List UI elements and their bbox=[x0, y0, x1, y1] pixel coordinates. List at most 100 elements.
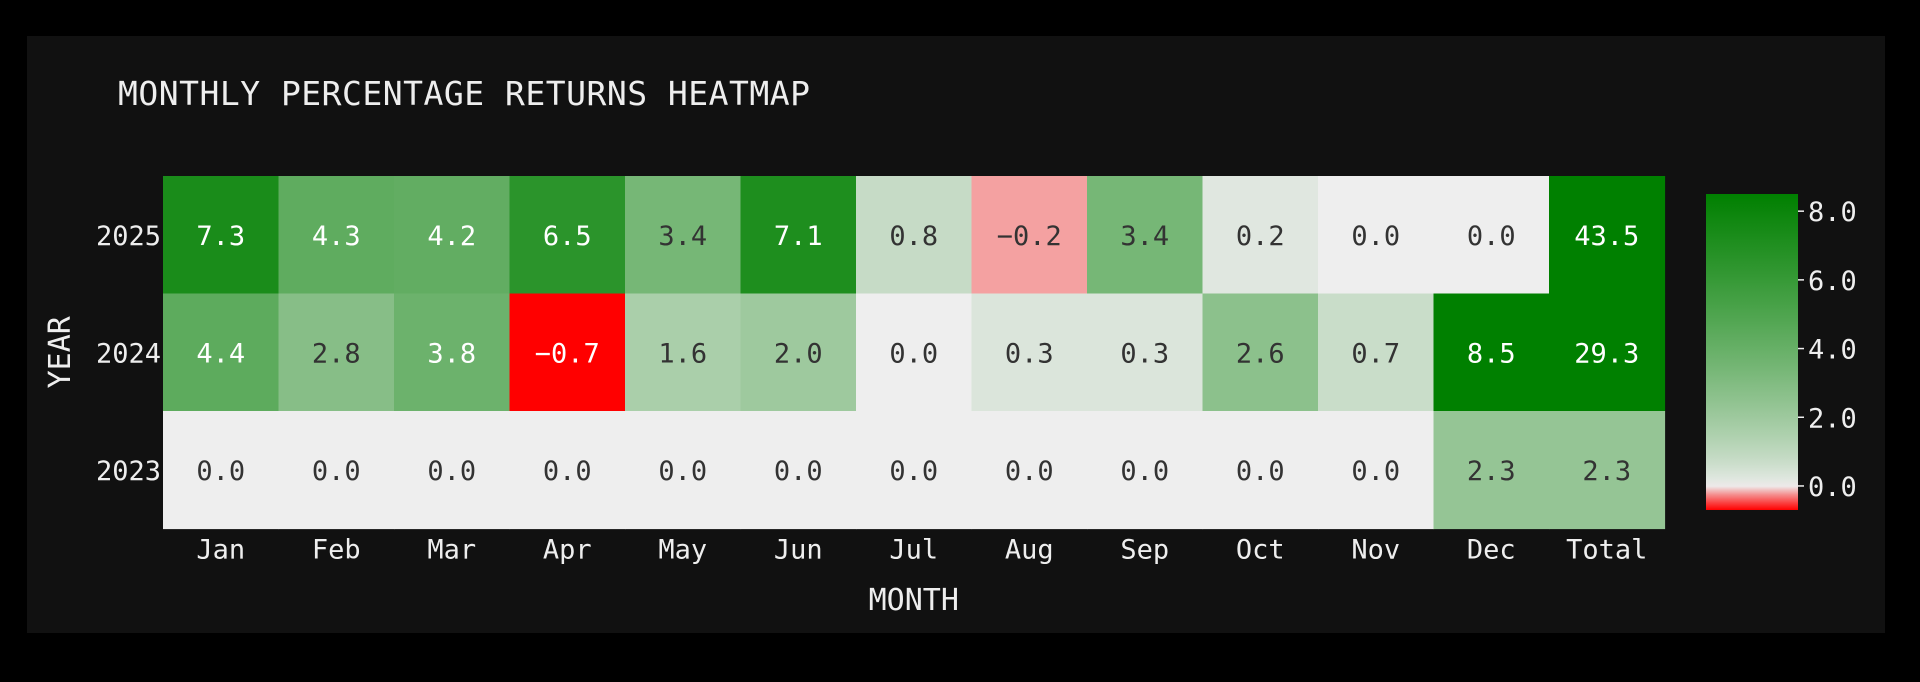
colorbar-ticks: 8.0 6.0 4.0 2.0 0.0 bbox=[1798, 197, 1857, 503]
cell-value-label: 43.5 bbox=[1574, 221, 1639, 252]
y-tick-label: 2025 bbox=[96, 221, 161, 252]
cell-value-label: 3.8 bbox=[427, 338, 476, 369]
x-tick-label: Total bbox=[1566, 535, 1647, 566]
heatmap-cell bbox=[1202, 411, 1319, 530]
cell-value-label: 0.0 bbox=[889, 456, 938, 487]
cell-value-label: 0.0 bbox=[1467, 221, 1516, 252]
heatmap-cell bbox=[971, 411, 1088, 530]
cell-value-label: 0.0 bbox=[658, 456, 707, 487]
cell-value-label: 2.6 bbox=[1236, 338, 1285, 369]
cell-value-label: 0.0 bbox=[196, 456, 245, 487]
y-tick-label: 2023 bbox=[96, 456, 161, 487]
heatmap-cell bbox=[740, 176, 857, 295]
cell-value-label: 0.0 bbox=[1351, 221, 1400, 252]
x-tick-label: Aug bbox=[1005, 535, 1054, 566]
heatmap-cell bbox=[1318, 293, 1435, 412]
heatmap-cell bbox=[1318, 411, 1435, 530]
heatmap-cell bbox=[740, 411, 857, 530]
heatmap-cell bbox=[509, 411, 626, 530]
heatmap-cell bbox=[394, 176, 511, 295]
cell-value-label: 0.7 bbox=[1351, 338, 1400, 369]
cell-value-label: 0.0 bbox=[1236, 456, 1285, 487]
heatmap-cell bbox=[394, 411, 511, 530]
cell-value-label: 4.4 bbox=[196, 338, 245, 369]
heatmap-cell bbox=[509, 293, 626, 412]
heatmap-cell bbox=[856, 176, 973, 295]
cell-value-label: −0.2 bbox=[997, 221, 1062, 252]
cell-value-label: 0.0 bbox=[1120, 456, 1169, 487]
cell-value-label: 0.0 bbox=[774, 456, 823, 487]
colorbar-tick-label: 0.0 bbox=[1808, 472, 1857, 503]
cell-value-label: 2.3 bbox=[1582, 456, 1631, 487]
heatmap-cell bbox=[625, 411, 742, 530]
heatmap-cell bbox=[1087, 176, 1204, 295]
cell-value-label: 6.5 bbox=[543, 221, 592, 252]
cell-value-label: 1.6 bbox=[658, 338, 707, 369]
cell-value-label: 0.2 bbox=[1236, 221, 1285, 252]
x-tick-label: Dec bbox=[1467, 535, 1516, 566]
x-tick-label: Oct bbox=[1236, 535, 1285, 566]
cell-value-label: 0.0 bbox=[1005, 456, 1054, 487]
heatmap-cell bbox=[856, 293, 973, 412]
x-tick-label: Jul bbox=[889, 535, 938, 566]
colorbar bbox=[1706, 194, 1798, 510]
cell-value-label: 3.4 bbox=[658, 221, 707, 252]
heatmap-cell bbox=[509, 176, 626, 295]
heatmap-cell bbox=[1549, 176, 1666, 295]
colorbar-tick-label: 2.0 bbox=[1808, 403, 1857, 434]
cell-value-label: 2.0 bbox=[774, 338, 823, 369]
colorbar-tick-label: 8.0 bbox=[1808, 197, 1857, 228]
cell-value-label: 0.0 bbox=[1351, 456, 1400, 487]
cell-value-label: 0.0 bbox=[889, 338, 938, 369]
cell-value-label: 2.8 bbox=[312, 338, 361, 369]
heatmap-cell bbox=[278, 411, 395, 530]
x-tick-label: Nov bbox=[1351, 535, 1400, 566]
cell-value-label: 0.0 bbox=[312, 456, 361, 487]
heatmap-cell bbox=[278, 176, 395, 295]
cell-value-label: 3.4 bbox=[1120, 221, 1169, 252]
x-tick-label: Sep bbox=[1120, 535, 1169, 566]
heatmap-cell bbox=[1318, 176, 1435, 295]
heatmap-cell bbox=[394, 293, 511, 412]
colorbar-tick-label: 4.0 bbox=[1808, 335, 1857, 366]
cell-value-label: 29.3 bbox=[1574, 338, 1639, 369]
colorbar-tick-label: 6.0 bbox=[1808, 266, 1857, 297]
cell-value-label: 0.8 bbox=[889, 221, 938, 252]
y-tick-label: 2024 bbox=[96, 338, 161, 369]
heatmap-cell bbox=[1549, 411, 1666, 530]
x-axis-label: MONTH bbox=[869, 583, 959, 618]
heatmap-cell bbox=[856, 411, 973, 530]
x-tick-label: Jan bbox=[196, 535, 245, 566]
heatmap-cell bbox=[1202, 176, 1319, 295]
heatmap-cell bbox=[163, 411, 280, 530]
cell-value-label: 7.1 bbox=[774, 221, 823, 252]
cell-value-label: 7.3 bbox=[196, 221, 245, 252]
heatmap-cell bbox=[625, 293, 742, 412]
cell-value-label: 0.0 bbox=[543, 456, 592, 487]
heatmap-cell bbox=[1549, 293, 1666, 412]
heatmap-cell bbox=[1087, 411, 1204, 530]
heatmap-cell bbox=[740, 293, 857, 412]
heatmap-cells bbox=[163, 176, 1666, 530]
chart-title: MONTHLY PERCENTAGE RETURNS HEATMAP bbox=[118, 74, 811, 113]
cell-value-label: 0.3 bbox=[1120, 338, 1169, 369]
cell-value-label: −0.7 bbox=[535, 338, 600, 369]
heatmap-cell bbox=[1202, 293, 1319, 412]
heatmap-cell bbox=[625, 176, 742, 295]
y-axis-ticks: 2025 2024 2023 bbox=[96, 221, 161, 487]
x-tick-label: Mar bbox=[427, 535, 476, 566]
cell-value-label: 8.5 bbox=[1467, 338, 1516, 369]
cell-value-label: 2.3 bbox=[1467, 456, 1516, 487]
x-tick-label: May bbox=[658, 535, 707, 566]
x-tick-label: Feb bbox=[312, 535, 361, 566]
heatmap-cell-labels: 7.3 4.3 4.2 6.5 3.4 7.1 0.8 −0.2 3.4 0.2 0.0 0.0 43.… bbox=[196, 221, 1639, 487]
cell-value-label: 4.2 bbox=[427, 221, 476, 252]
heatmap-cell bbox=[163, 293, 280, 412]
x-tick-label: Jun bbox=[774, 535, 823, 566]
heatmap-cell bbox=[971, 176, 1088, 295]
heatmap-cell bbox=[971, 293, 1088, 412]
heatmap-cell bbox=[1433, 411, 1550, 530]
x-tick-label: Apr bbox=[543, 535, 592, 566]
heatmap-cell bbox=[1087, 293, 1204, 412]
